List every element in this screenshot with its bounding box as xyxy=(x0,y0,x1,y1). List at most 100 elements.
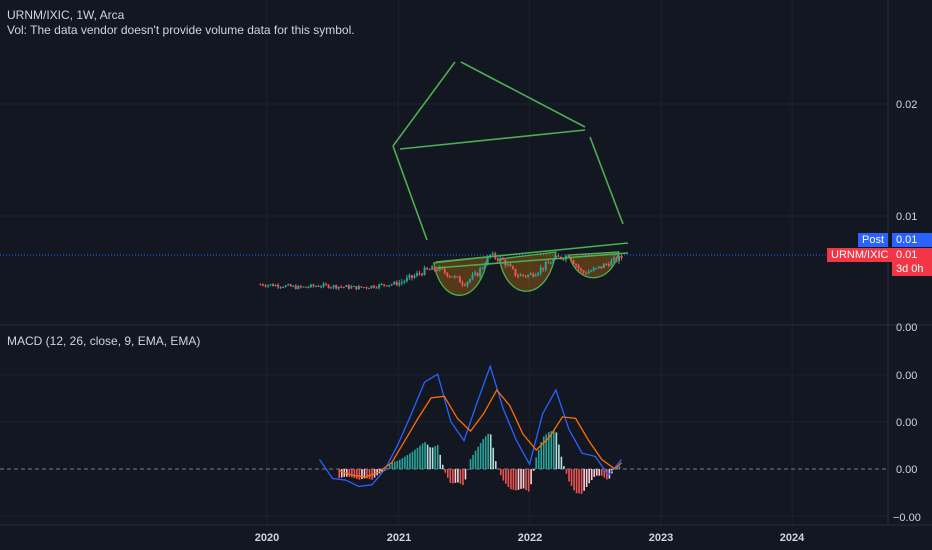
histogram-bar xyxy=(500,469,502,476)
drawing-line-6 xyxy=(399,129,586,150)
histogram-bar xyxy=(492,447,495,469)
histogram-bar xyxy=(502,469,505,481)
histogram-bar xyxy=(467,469,469,470)
histogram-bar xyxy=(555,432,558,469)
symbol-title[interactable]: URNM/IXIC, 1W, Arca xyxy=(7,8,125,22)
candle-body xyxy=(322,283,325,287)
histogram-bar xyxy=(588,469,590,484)
histogram-bar xyxy=(575,469,578,494)
candle-body xyxy=(264,285,267,287)
macd-indicator-title[interactable]: MACD (12, 26, close, 9, EMA, EMA) xyxy=(7,334,201,348)
histogram-bar xyxy=(522,469,525,489)
time-axis-label-2020: 2020 xyxy=(255,532,279,544)
histogram-bar xyxy=(358,469,361,480)
histogram-bar xyxy=(449,469,452,483)
price-axis-label-1: 0.01 xyxy=(896,211,917,223)
macd-line xyxy=(318,364,623,488)
candle-body xyxy=(314,286,317,288)
candle-body xyxy=(337,286,340,289)
histogram-bar xyxy=(580,469,583,494)
candle-body xyxy=(277,284,280,288)
candle-body xyxy=(261,284,264,286)
candle-body xyxy=(415,273,418,276)
macd-axis-label-0: 0.00 xyxy=(896,322,917,334)
candle-body xyxy=(519,274,522,277)
candle-body xyxy=(451,276,454,278)
candle-body xyxy=(312,284,315,287)
histogram-bar xyxy=(603,469,606,478)
candle-body xyxy=(352,286,355,288)
candle-body xyxy=(325,283,328,285)
histogram-bar xyxy=(391,462,394,469)
histogram-bar xyxy=(585,469,588,487)
histogram-bar xyxy=(535,457,537,469)
drawing-line-3 xyxy=(392,145,428,241)
price-candles xyxy=(259,251,623,291)
candle-body xyxy=(309,284,312,288)
candle-body xyxy=(511,266,514,269)
candle-body xyxy=(297,285,300,289)
candle-body xyxy=(537,272,540,275)
histogram-bar xyxy=(381,469,383,473)
candle-body xyxy=(299,285,302,288)
candle-body xyxy=(421,273,424,276)
candle-body xyxy=(274,284,277,287)
candle-body xyxy=(509,264,512,267)
candle-body xyxy=(330,287,333,289)
histogram-bar xyxy=(424,442,426,469)
candle-body xyxy=(327,284,330,288)
candle-body xyxy=(602,263,605,269)
candle-body xyxy=(398,282,401,285)
candle-body xyxy=(380,284,383,286)
histogram-bar xyxy=(366,469,368,479)
candle-body xyxy=(405,277,408,282)
candle-body xyxy=(539,267,542,273)
price-axis-label-0: 0.02 xyxy=(896,99,917,111)
histogram-bar xyxy=(479,442,482,469)
candle-body xyxy=(347,285,350,289)
trend-drawings[interactable] xyxy=(392,61,629,269)
histogram-bar xyxy=(540,442,543,469)
candle-body xyxy=(554,255,557,260)
candle-body xyxy=(514,268,517,276)
candle-body xyxy=(428,269,431,271)
histogram-bar xyxy=(439,454,442,469)
macd-histogram xyxy=(338,430,621,494)
histogram-bar xyxy=(527,469,530,492)
histogram-bar xyxy=(545,434,548,469)
candle-body xyxy=(534,274,537,277)
candle-body xyxy=(597,266,600,268)
candle-body xyxy=(448,276,451,278)
candle-body xyxy=(610,260,613,266)
histogram-bar xyxy=(436,444,439,469)
histogram-bar xyxy=(429,447,431,469)
candle-body xyxy=(456,276,459,278)
histogram-bar xyxy=(441,464,444,469)
histogram-bar xyxy=(393,461,396,469)
histogram-bar xyxy=(404,456,406,469)
histogram-bar xyxy=(550,431,553,469)
candle-body xyxy=(582,270,585,273)
histogram-bar xyxy=(454,469,457,483)
candle-body xyxy=(345,285,348,287)
candle-body xyxy=(615,257,618,262)
candle-body xyxy=(289,284,292,287)
histogram-bar xyxy=(459,469,462,484)
candle-body xyxy=(501,257,504,260)
drawing-line-1 xyxy=(435,242,629,263)
candle-body xyxy=(317,286,320,288)
histogram-bar xyxy=(530,469,532,485)
histogram-bar xyxy=(489,434,492,469)
candle-body xyxy=(443,268,446,273)
candle-body xyxy=(332,285,335,288)
cup-drawings[interactable] xyxy=(432,251,620,296)
histogram-bar xyxy=(399,459,401,469)
candle-body xyxy=(469,279,472,282)
candle-body xyxy=(474,272,477,275)
histogram-bar xyxy=(484,436,487,469)
histogram-bar xyxy=(457,469,459,483)
histogram-bar xyxy=(477,446,479,469)
candle-body xyxy=(471,274,474,280)
histogram-bar xyxy=(532,469,535,471)
